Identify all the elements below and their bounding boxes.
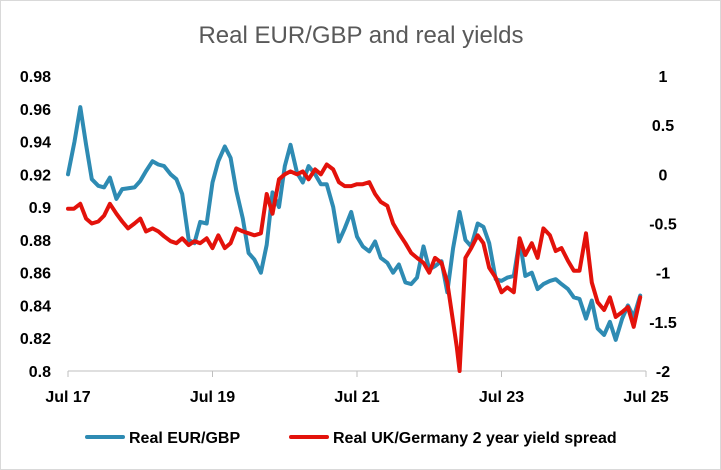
x-tick-label: Jul 19 [190,389,235,406]
x-tick-label: Jul 25 [623,389,668,406]
axes: 0.8 0.82 0.84 0.86 0.88 0.9 0.92 0.94 0.96 0.98 -2… [20,69,677,406]
y-right-tick-label: -1.5 [649,315,677,332]
y-right-tick-label: 0 [659,167,668,184]
y-left-tick-label: 0.92 [20,167,51,184]
y-left-tick-label: 0.86 [20,266,51,283]
y-left-tick-label: 0.84 [20,298,51,315]
chart-title: Real EUR/GBP and real yields [198,22,523,49]
series-layer [66,105,643,373]
x-tick-label: Jul 23 [479,389,524,406]
legend: Real EUR/GBP Real UK/Germany 2 year yield… [85,430,617,447]
y-right-tick-label: -0.5 [649,217,677,234]
y-right-tick-label: 1 [659,69,668,86]
y-right-tick-label: -2 [656,364,670,381]
y-left-tick-label: 0.8 [29,364,51,381]
legend-label: Real UK/Germany 2 year yield spread [333,430,617,447]
x-tick-label: Jul 17 [45,389,90,406]
y-left-tick-label: 0.94 [20,135,51,152]
series-line-real-eur-gbp [66,105,643,342]
y-left-tick-label: 0.98 [20,69,51,86]
y-left-tick-label: 0.88 [20,233,51,250]
y-left-tick-label: 0.9 [29,200,51,217]
series-line-yield-spread [66,162,643,373]
y-right-tick-label: -1 [656,266,670,283]
y-right-tick-label: 0.5 [652,118,674,135]
x-tick-label: Jul 21 [334,389,379,406]
y-left-tick-label: 0.96 [20,102,51,119]
legend-label: Real EUR/GBP [129,430,240,447]
y-left-tick-label: 0.82 [20,331,51,348]
